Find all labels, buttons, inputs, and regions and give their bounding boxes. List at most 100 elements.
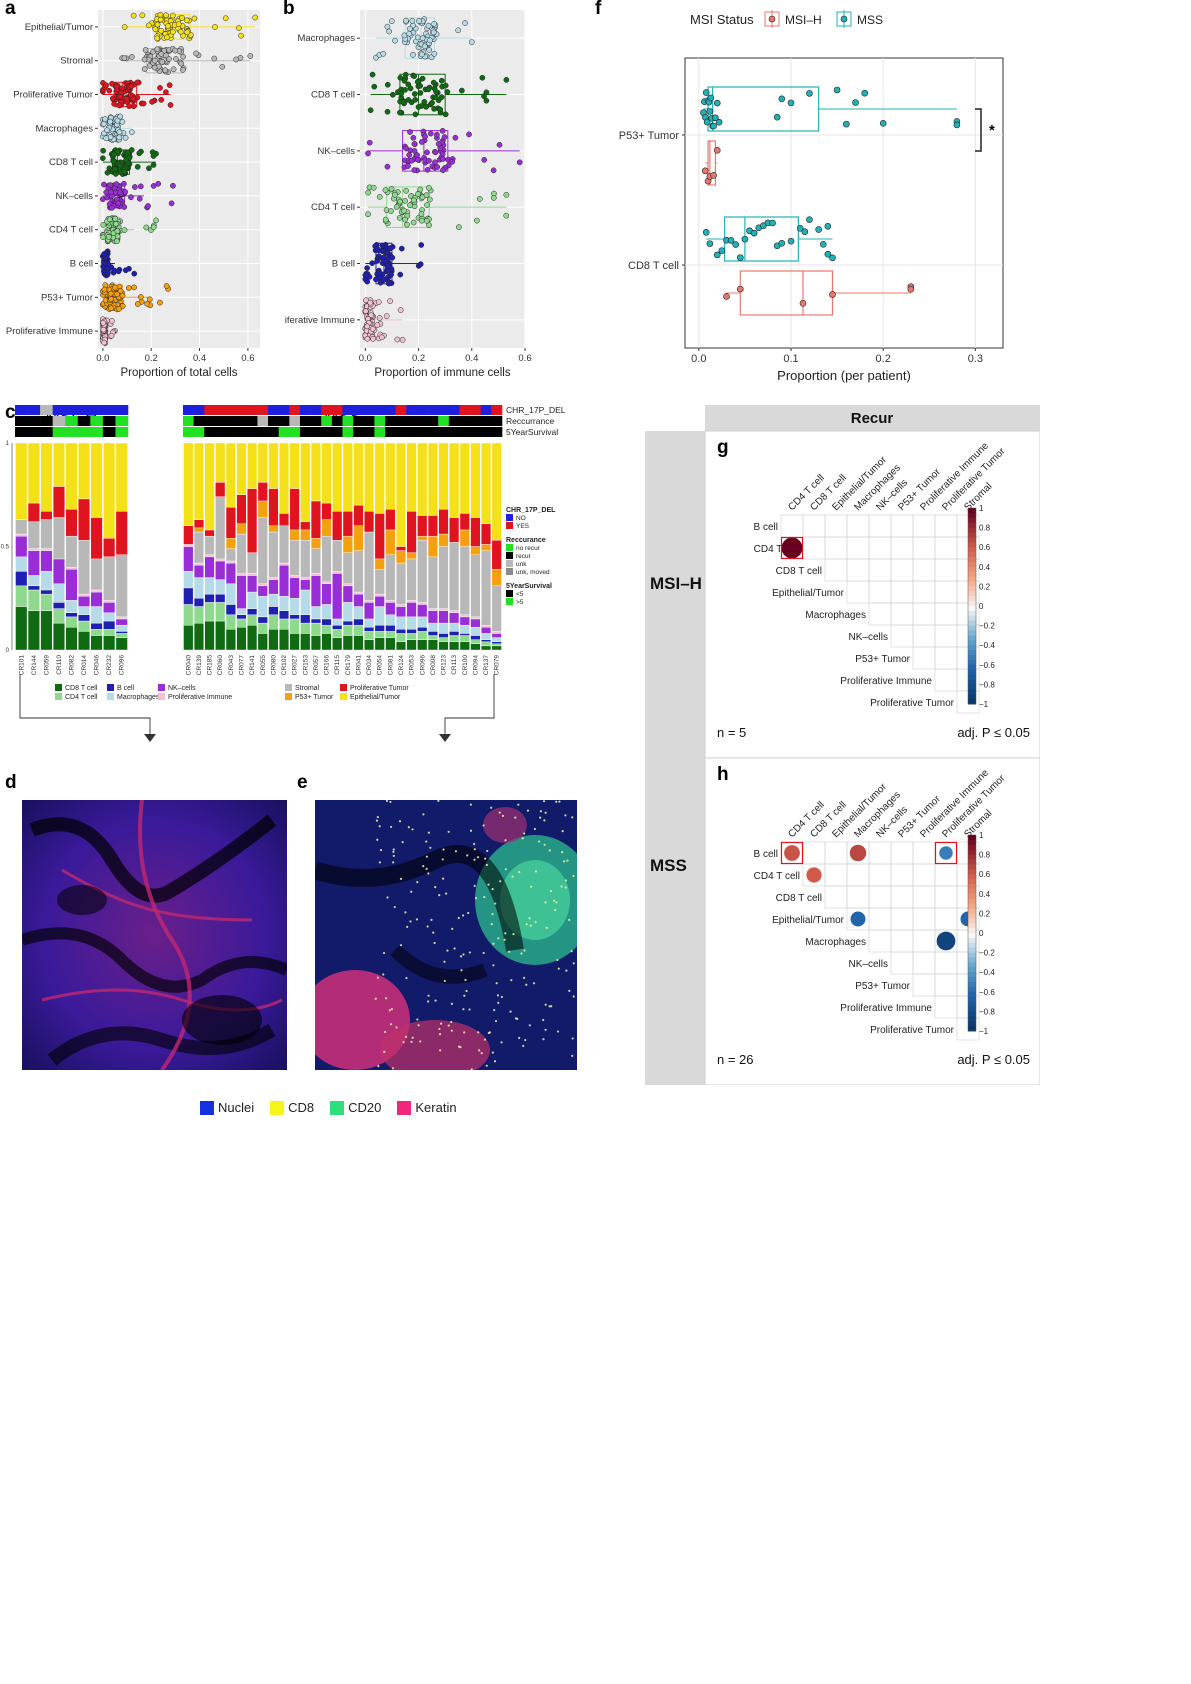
colorbar-tick-label: −0.2 [979,622,995,631]
colorbar-segment [968,874,976,880]
annotation-recurrence [299,416,311,426]
data-point [112,171,119,177]
cell-dot [427,831,430,834]
legend-swatch [200,1100,214,1115]
stack-segment [90,591,103,607]
annotation-chr17p [353,405,365,415]
colorbar-segment [968,986,976,993]
panel-letter-f: f [595,0,602,19]
annotation-survival [353,427,365,437]
stack-segment [374,569,385,595]
annotation-recurrence [427,416,439,426]
stack-segment [385,602,396,616]
data-point [137,183,144,190]
annotation-chr17p [65,405,79,415]
annotation-survival [299,427,311,437]
colorbar-segment [968,893,976,900]
patient-label: CR102 [281,655,288,676]
data-point [100,326,107,333]
data-point [101,339,107,346]
data-point [154,21,161,28]
stack-segment [427,635,438,640]
colorbar-segment [968,552,976,558]
colorbar-segment [968,699,976,705]
data-point [707,94,715,102]
patient-label: CR139 [196,655,203,676]
stack-segment [395,604,406,607]
cell-dot [460,969,463,972]
annotation-recurrence [225,416,237,426]
data-point [134,301,141,307]
cell-dot [459,955,463,958]
cell-dot [379,848,383,852]
correlation-dot [939,846,953,860]
cell-dot [445,892,448,895]
stack-segment [279,610,290,620]
stack-segment [374,442,385,514]
colorbar-segment [968,1001,976,1007]
data-point [376,269,383,276]
patient-label: CR077 [238,655,245,676]
data-point [399,336,406,343]
stack-segment [204,593,215,603]
data-point [397,271,404,278]
y-tick-label: 0.5 [1,545,10,551]
data-point [369,71,376,78]
data-point [405,81,412,88]
stack-segment [225,560,236,564]
data-point [415,191,421,197]
stack-segment [353,593,364,607]
colorbar-segment [968,684,976,690]
annotation-survival [193,427,205,437]
annotation-chr17p [299,405,311,415]
stack-segment [225,604,236,616]
cell-dot [539,816,542,819]
stack-segment [310,442,321,502]
colorbar-tick-label: 0.6 [979,543,991,552]
stack-segment [52,583,65,603]
stack-segment [236,442,247,495]
x-tick-label: 0.0 [359,353,372,364]
cell-dot [544,901,547,904]
patient-label: CR124 [398,655,405,676]
p-label: adj. P ≤ 0.05 [957,1052,1030,1067]
data-point [384,108,391,115]
data-point [107,182,114,188]
data-point [104,127,110,134]
colorbar-segment [968,615,976,622]
colorbar-segment [968,640,976,646]
stack-segment [310,618,321,624]
patient-label: CR081 [387,655,394,676]
stack-segment [481,550,492,626]
stack-segment [52,622,65,651]
colorbar-segment [968,908,976,914]
data-point [861,89,869,97]
stack-segment [289,575,300,578]
x-tick-label: 0.1 [783,353,798,365]
data-point [158,51,165,57]
stack-segment [215,558,226,562]
stack-segment [300,521,311,531]
data-point [466,131,472,138]
y-tick-label: B cell [332,259,355,270]
stack-legend-key [285,693,292,700]
stack-segment [321,519,332,537]
stack-segment [342,535,353,553]
colorbar-segment [968,839,976,846]
annotation-survival [236,427,248,437]
colorbar-segment [968,576,976,582]
y-tick-label: CD4 T cell [311,202,355,213]
data-point [110,151,117,158]
stack-segment [27,550,40,576]
colorbar-segment [968,1006,976,1012]
stack-segment [90,635,103,651]
data-point [107,189,114,196]
stack-segment [183,604,194,626]
colorbar-segment [968,620,976,627]
stack-segment [449,635,460,642]
data-point [418,217,425,224]
stack-segment [103,612,116,622]
data-point [154,35,160,42]
data-point [112,215,119,222]
cell-dot [385,800,389,803]
